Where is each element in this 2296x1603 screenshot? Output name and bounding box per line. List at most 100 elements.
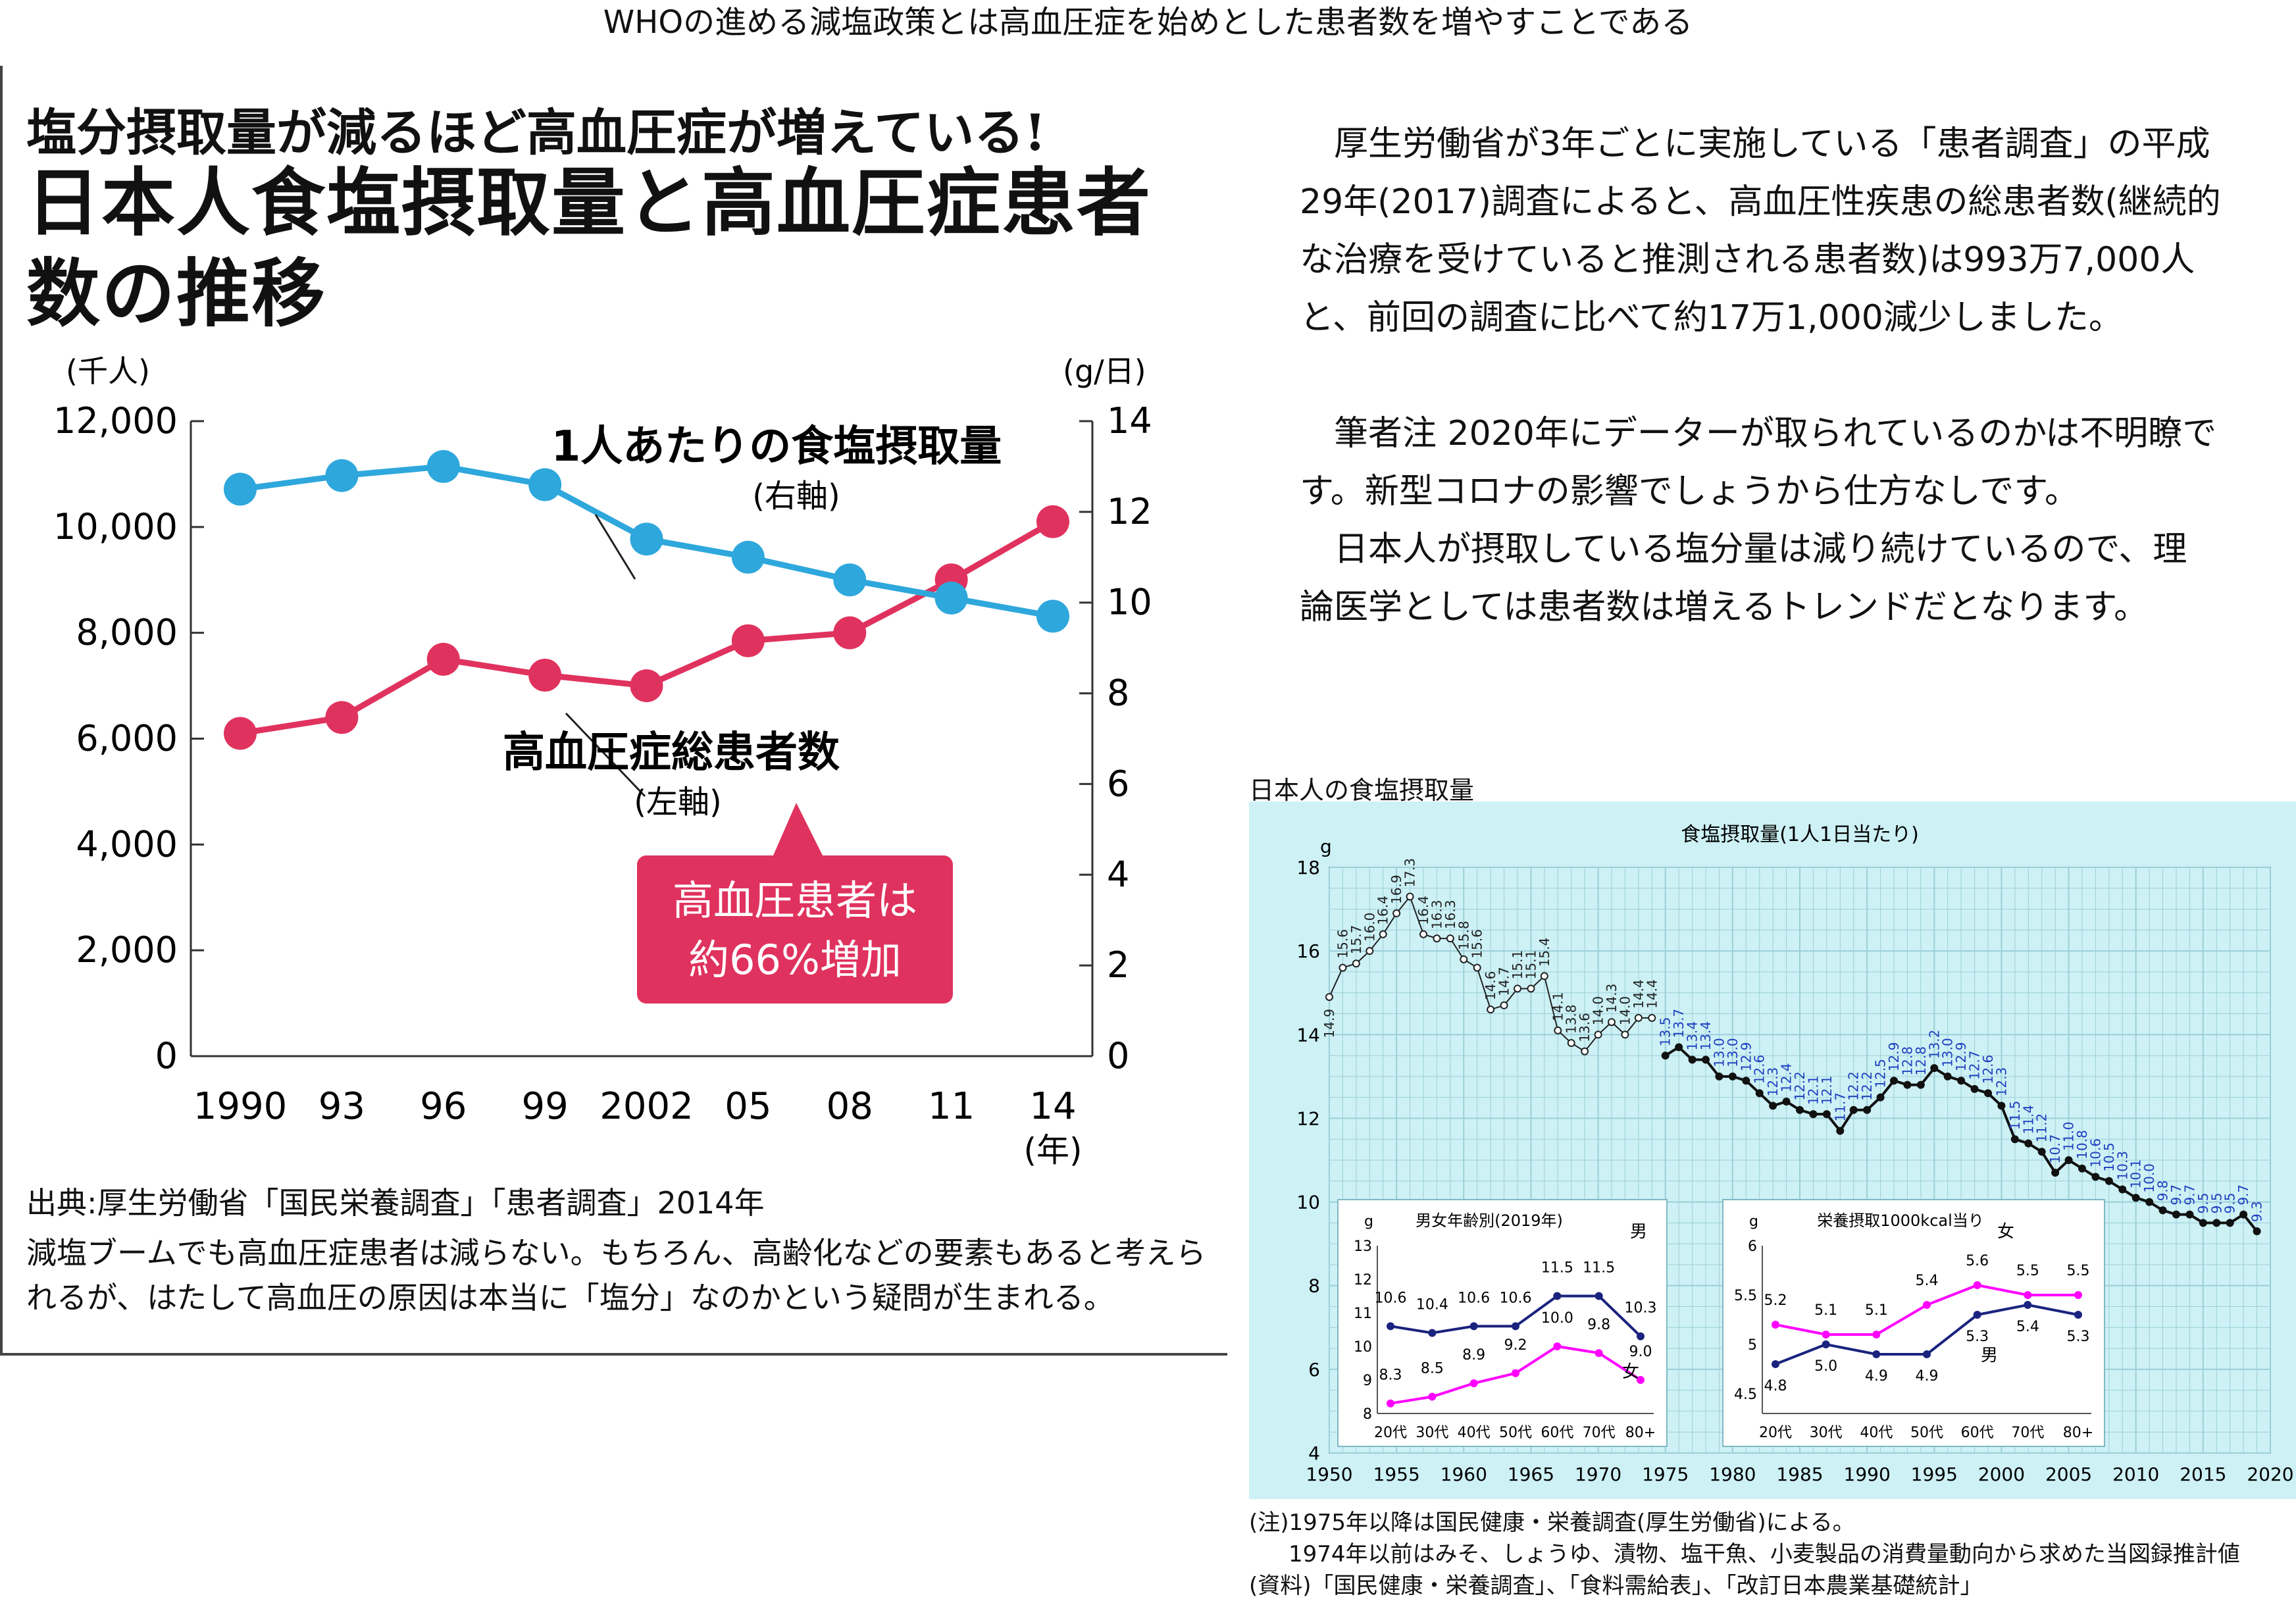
- survey-point: [1943, 1072, 1952, 1081]
- inset-point: [1973, 1281, 1981, 1289]
- inset-series-name: 男: [1981, 1346, 1998, 1365]
- main-y-tick: 14: [1296, 1024, 1320, 1046]
- survey-label: 10.6: [2087, 1138, 2103, 1168]
- main-y-tick: 6: [1308, 1359, 1320, 1381]
- inset-value-label: 10.6: [1458, 1290, 1490, 1306]
- right-chart-heading: 日本人の食塩摂取量: [1249, 776, 1475, 805]
- inset-point: [2024, 1301, 2032, 1309]
- salt-point: [224, 472, 257, 506]
- x-tick-label: 2002: [600, 1085, 694, 1128]
- estimate-label: 16.3: [1429, 900, 1444, 930]
- main-x-tick: 1950: [1306, 1463, 1352, 1485]
- survey-point: [1742, 1077, 1750, 1085]
- estimate-point: [1567, 1039, 1575, 1047]
- salt-series-label: 1人あたりの食塩摂取量: [551, 422, 1002, 471]
- left-tick-label: 6,000: [76, 718, 178, 759]
- patients-point: [224, 717, 257, 750]
- survey-label: 10.0: [2141, 1163, 2157, 1193]
- callout-box: [637, 855, 953, 1004]
- inset-point: [1553, 1292, 1562, 1300]
- main-x-tick: 1990: [1844, 1463, 1891, 1485]
- patients-point: [833, 616, 867, 649]
- salt-point: [1036, 599, 1069, 633]
- survey-label: 12.4: [1779, 1063, 1795, 1092]
- estimate-point: [1648, 1013, 1656, 1022]
- estimate-label: 16.4: [1416, 896, 1431, 925]
- survey-label: 9.3: [2249, 1201, 2265, 1222]
- survey-label: 9.5: [2195, 1193, 2211, 1214]
- survey-label: 13.0: [1725, 1038, 1741, 1067]
- estimate-point: [1433, 934, 1441, 943]
- inset-x-tick: 50代: [1499, 1425, 1532, 1441]
- estimate-point: [1608, 1018, 1616, 1027]
- main-x-tick: 2000: [1978, 1463, 2025, 1485]
- inset-point: [1553, 1342, 1562, 1350]
- survey-label: 12.5: [1873, 1059, 1889, 1088]
- survey-label: 11.2: [2034, 1113, 2050, 1143]
- left-chart-panel: [0, 66, 1227, 1356]
- inset-value-label: 8.9: [1462, 1347, 1485, 1363]
- inset-value-label: 4.9: [1865, 1368, 1888, 1385]
- inset-value-label: 11.5: [1541, 1260, 1573, 1277]
- estimate-label: 17.3: [1402, 858, 1418, 888]
- estimate-point: [1419, 930, 1427, 938]
- estimate-point: [1406, 892, 1414, 901]
- x-tick-label: 05: [725, 1085, 771, 1128]
- left-tick-label: 10,000: [53, 506, 178, 547]
- inset-value-label: 5.3: [2067, 1329, 2090, 1345]
- left-axis-unit: (千人): [66, 353, 150, 389]
- patients-point: [528, 659, 562, 692]
- inset-y-tick: 8: [1363, 1406, 1372, 1423]
- inset-point: [1512, 1322, 1519, 1331]
- estimate-point: [1446, 934, 1454, 943]
- survey-point: [2226, 1219, 2234, 1227]
- inset-y-tick: 5: [1748, 1337, 1757, 1354]
- estimate-label: 14.3: [1604, 984, 1620, 1013]
- survey-label: 10.3: [2114, 1151, 2130, 1181]
- inset-x-tick: 40代: [1860, 1425, 1893, 1441]
- survey-label: 13.0: [1940, 1038, 1956, 1067]
- paragraph-1: 厚生労働省が3年ごとに実施している「患者調査」の平成29年(2017)調査による…: [1300, 124, 2221, 338]
- survey-point: [2239, 1210, 2248, 1219]
- survey-label: 12.1: [1819, 1076, 1835, 1106]
- survey-point: [1782, 1098, 1791, 1106]
- estimate-label: 13.6: [1577, 1013, 1593, 1042]
- survey-point: [1688, 1056, 1696, 1064]
- inset-value-label: 5.1: [1814, 1302, 1837, 1319]
- estimate-point: [1392, 909, 1401, 917]
- inset-point: [1594, 1292, 1603, 1300]
- salt-point: [426, 449, 460, 483]
- survey-label: 12.9: [1738, 1042, 1754, 1072]
- survey-label: 9.5: [2222, 1193, 2238, 1214]
- survey-point: [1997, 1102, 2006, 1110]
- right-text-block: 厚生労働省が3年ごとに実施している「患者調査」の平成29年(2017)調査による…: [1300, 115, 2221, 636]
- estimate-label: 14.0: [1591, 996, 1606, 1026]
- survey-label: 13.4: [1685, 1021, 1700, 1051]
- survey-point: [1796, 1106, 1804, 1114]
- main-x-tick: 1980: [1709, 1463, 1756, 1485]
- patients-point: [630, 669, 663, 703]
- inset-y-tick: 6: [1748, 1238, 1757, 1255]
- inset-point: [2024, 1291, 2032, 1299]
- estimate-label: 15.6: [1335, 929, 1350, 959]
- inset-x-tick: 50代: [1910, 1425, 1943, 1441]
- survey-label: 12.3: [1993, 1067, 2009, 1097]
- inset-x-tick: 20代: [1759, 1425, 1792, 1441]
- right-tick-label: 4: [1107, 853, 1129, 895]
- survey-point: [1715, 1072, 1723, 1081]
- salt-point: [731, 540, 765, 574]
- survey-point: [1849, 1106, 1858, 1114]
- survey-point: [2118, 1185, 2127, 1194]
- estimate-point: [1379, 930, 1387, 938]
- inset-point: [1973, 1311, 1981, 1319]
- inset-value-label: 5.4: [1916, 1273, 1939, 1289]
- survey-point: [1916, 1081, 1925, 1089]
- inset-x-tick: 30代: [1416, 1425, 1448, 1441]
- estimate-label: 14.6: [1483, 971, 1498, 1001]
- salt-point: [325, 459, 359, 492]
- estimate-point: [1527, 984, 1535, 993]
- estimate-label: 15.6: [1469, 929, 1485, 959]
- right-tick-label: 0: [1107, 1035, 1129, 1077]
- inset-value-label: 11.5: [1583, 1260, 1615, 1277]
- survey-point: [1728, 1072, 1737, 1081]
